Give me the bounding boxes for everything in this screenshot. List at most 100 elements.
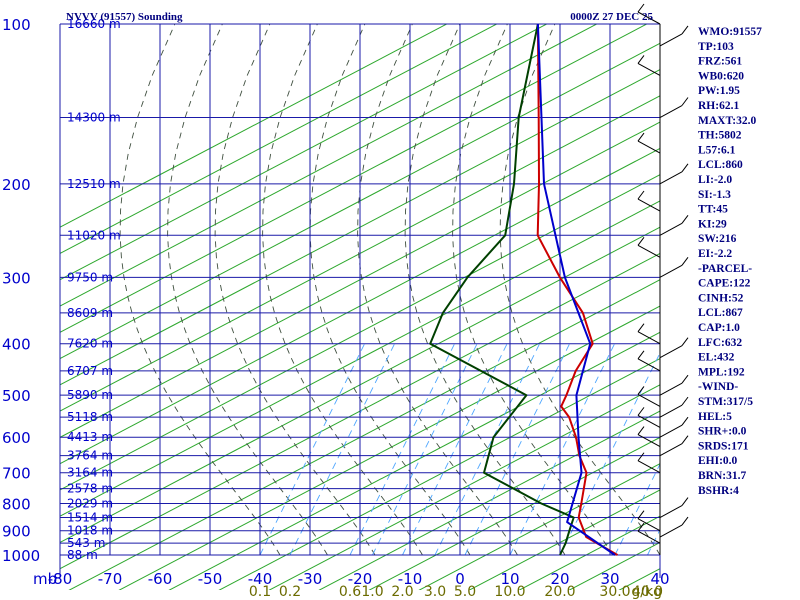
adiabat-line	[60, 252, 660, 570]
index-entry: EI:-2.2	[698, 248, 732, 260]
index-entry: EHI:0.0	[698, 455, 738, 467]
wind-barb	[659, 404, 683, 418]
index-entry: LCL:860	[698, 159, 743, 171]
chart-time: 0000Z 27 DEC 25	[570, 11, 653, 23]
mixing-ratio-label: 0.6	[339, 584, 361, 600]
wind-barb-flag	[681, 416, 689, 426]
index-entry: BRN:31.7	[698, 470, 746, 482]
height-label: 14300 m	[67, 111, 121, 125]
height-label: 543 m	[67, 536, 105, 550]
height-label: 4413 m	[67, 430, 113, 444]
wind-barb	[637, 358, 661, 372]
wind-barb-flag	[637, 323, 645, 332]
mixing-ratio-label: 40.0	[632, 584, 663, 600]
wind-barb	[659, 222, 683, 236]
wind-barb	[637, 11, 661, 25]
mixing-ratio-line	[464, 343, 570, 556]
index-entry: WMO:91557	[698, 26, 762, 38]
temperature-tick-label: -60	[148, 570, 173, 588]
index-entry: LI:-2.0	[698, 174, 732, 186]
mixing-ratio-line	[434, 343, 540, 556]
wind-barb-flag	[637, 426, 645, 435]
index-entry: MAXT:32.0	[698, 115, 756, 127]
adiabat-line	[760, 0, 800, 595]
adiabat-line	[468, 489, 660, 590]
temperature-tick-label: -30	[298, 570, 323, 588]
index-entry: BSHR:4	[698, 485, 739, 497]
height-label: 9750 m	[67, 270, 113, 284]
index-entry: RH:62.1	[698, 100, 739, 112]
index-entry: TP:103	[698, 41, 734, 53]
pressure-tick-label: 200	[2, 176, 31, 194]
height-label: 3164 m	[67, 466, 113, 480]
wind-barb-flag	[637, 452, 645, 462]
mixing-ratio-label: 2.0	[391, 584, 413, 600]
temperature-tick-label: -20	[348, 570, 373, 588]
mixing-ratio-label: 30.0	[599, 584, 630, 600]
index-entry: CINH:52	[698, 292, 744, 304]
pressure-tick-label: 1000	[2, 547, 40, 565]
wind-barb-flag	[681, 215, 689, 224]
pressure-tick-label: 900	[2, 523, 31, 541]
height-label: 1514 m	[67, 511, 113, 525]
mixing-ratio-label: 0.1	[249, 584, 271, 600]
index-entry: -WIND-	[698, 381, 738, 393]
dewpoint-line	[429, 24, 575, 556]
temperature-line	[536, 24, 618, 556]
temperature-tick-label: -80	[48, 570, 73, 588]
wind-barb-flag	[637, 386, 645, 395]
pressure-tick-label: 100	[2, 16, 31, 34]
index-entry: CAPE:122	[698, 278, 751, 290]
mixing-ratio-label: 10.0	[494, 584, 525, 600]
wind-barb-flag	[681, 497, 689, 506]
wind-barb-flag	[637, 510, 645, 520]
height-label: 11020 m	[67, 228, 121, 242]
pressure-unit-label: mb	[33, 570, 57, 588]
adiabat-line	[368, 436, 660, 590]
temperature-tick-label: 40	[650, 570, 669, 588]
pressure-tick-label: 700	[2, 465, 31, 483]
wind-barb-flag	[637, 190, 645, 200]
height-label: 8609 m	[67, 306, 113, 320]
parcel-line	[536, 24, 616, 556]
adiabat-line	[60, 42, 660, 360]
index-entry: TT:45	[698, 204, 728, 216]
height-label: 7620 m	[67, 337, 113, 351]
index-entry: LCL:867	[698, 307, 743, 319]
wind-barb-flag	[681, 337, 689, 346]
height-label: 88 m	[67, 548, 98, 562]
wind-barb-flag	[637, 407, 645, 416]
adiabat-line	[168, 331, 660, 590]
wind-barb-flag	[681, 516, 689, 526]
wind-barb	[659, 264, 683, 278]
index-entry: SRDS:171	[698, 440, 749, 452]
index-entry: L57:6.1	[698, 144, 736, 156]
mixing-ratio-line	[289, 343, 395, 556]
adiabat-line	[118, 305, 660, 590]
index-entry: CAP:1.0	[698, 322, 740, 334]
wind-barb	[637, 460, 661, 474]
mixing-ratio-line	[559, 351, 660, 556]
adiabat-line	[68, 279, 660, 590]
index-entry: HEL:5	[698, 411, 732, 423]
height-label: 2578 m	[67, 482, 113, 496]
wind-barb-flag	[681, 97, 689, 106]
pressure-tick-label: 600	[2, 429, 31, 447]
adiabat-line	[268, 384, 660, 590]
wind-barb	[659, 33, 683, 47]
index-entry: LFC:632	[698, 337, 742, 349]
height-label: 12510 m	[67, 177, 121, 191]
wind-barb	[659, 171, 683, 185]
wind-barb	[659, 443, 683, 457]
profile-lines	[429, 24, 618, 556]
index-entry: WB0:620	[698, 70, 744, 82]
temperature-tick-label: -10	[398, 570, 423, 588]
index-entry: EL:432	[698, 352, 735, 364]
wind-barb	[637, 198, 661, 212]
adiabat-line	[318, 410, 660, 590]
